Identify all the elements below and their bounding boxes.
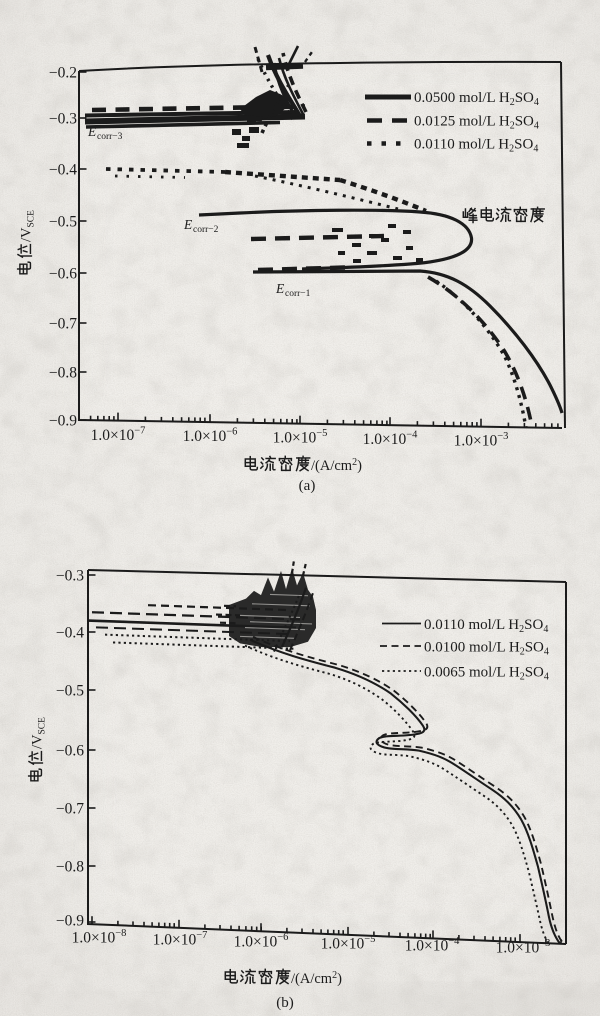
svg-text:E: E xyxy=(275,281,285,296)
svg-text:−0.6: −0.6 xyxy=(49,265,77,282)
svg-text:−0.7: −0.7 xyxy=(49,315,77,332)
svg-text:1.0×10−5: 1.0×10−5 xyxy=(321,934,376,953)
svg-text:0.0100 mol/L H2SO4: 0.0100 mol/L H2SO4 xyxy=(424,640,549,658)
svg-text:/(A/cm2): /(A/cm2) xyxy=(291,970,342,987)
svg-text:(b): (b) xyxy=(276,995,294,1011)
svg-text:0.0110 mol/L H2SO4: 0.0110 mol/L H2SO4 xyxy=(424,617,548,635)
svg-text:−0.4: −0.4 xyxy=(56,624,84,641)
svg-text:−0.5: −0.5 xyxy=(49,213,77,230)
svg-text:0.0065 mol/L H2SO4: 0.0065 mol/L H2SO4 xyxy=(424,665,549,683)
svg-text:corr−3: corr−3 xyxy=(97,132,123,142)
svg-text:1.0×10−5: 1.0×10−5 xyxy=(273,428,328,447)
svg-text:E: E xyxy=(87,124,97,139)
svg-text:1.0×10−7: 1.0×10−7 xyxy=(153,930,208,949)
svg-text:0.0110 mol/L H2SO4: 0.0110 mol/L H2SO4 xyxy=(414,137,538,155)
svg-text:(a): (a) xyxy=(299,478,316,494)
svg-text:−0.9: −0.9 xyxy=(56,912,84,929)
svg-text:−0.8: −0.8 xyxy=(49,364,77,381)
svg-text:corr−2: corr−2 xyxy=(193,225,219,235)
svg-text:0.0125 mol/L H2SO4: 0.0125 mol/L H2SO4 xyxy=(414,114,539,132)
svg-text:E: E xyxy=(183,217,193,232)
svg-text:1.0×10−3: 1.0×10−3 xyxy=(454,431,509,450)
svg-text:1.0×10−4: 1.0×10−4 xyxy=(405,936,461,955)
svg-text:1.0×10−6: 1.0×10−6 xyxy=(234,932,289,951)
svg-text:0.0500 mol/L H2SO4: 0.0500 mol/L H2SO4 xyxy=(414,90,539,108)
svg-text:1.0×10−6: 1.0×10−6 xyxy=(183,427,238,446)
svg-text:−0.9: −0.9 xyxy=(49,412,77,429)
svg-text:−0.3: −0.3 xyxy=(56,567,84,584)
svg-text:1.0×10−3: 1.0×10−3 xyxy=(496,938,551,957)
svg-text:corr−1: corr−1 xyxy=(285,289,311,299)
svg-text:−0.4: −0.4 xyxy=(49,161,77,178)
svg-text:/(A/cm2): /(A/cm2) xyxy=(311,457,362,474)
svg-text:−0.8: −0.8 xyxy=(56,858,84,875)
svg-text:−0.5: −0.5 xyxy=(56,682,84,699)
svg-text:−0.2: −0.2 xyxy=(49,64,77,81)
svg-text:−0.6: −0.6 xyxy=(56,742,84,759)
svg-text:1.0×10−7: 1.0×10−7 xyxy=(91,425,146,444)
svg-text:−0.7: −0.7 xyxy=(56,800,84,817)
svg-text:1.0×10−8: 1.0×10−8 xyxy=(72,928,127,947)
svg-text:−0.3: −0.3 xyxy=(49,110,77,127)
svg-text:1.0×10−4: 1.0×10−4 xyxy=(363,429,419,448)
